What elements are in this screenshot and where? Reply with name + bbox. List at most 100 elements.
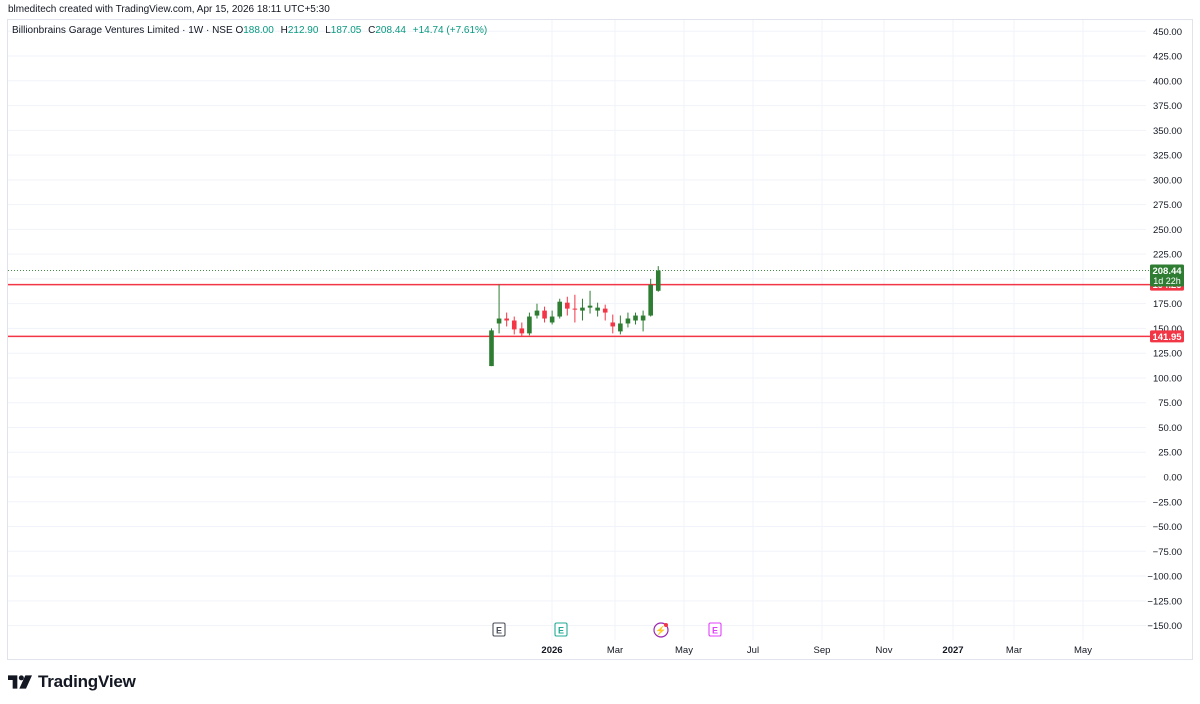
candle-up xyxy=(527,312,532,336)
change-value: +14.74 (+7.61%) xyxy=(412,25,488,36)
y-tick-label: 175.00 xyxy=(1153,299,1182,310)
candle-body xyxy=(572,308,578,310)
y-tick-label: −50.00 xyxy=(1153,522,1182,533)
candle-body xyxy=(640,315,646,321)
candle-body xyxy=(519,328,525,334)
candle-body xyxy=(648,284,653,316)
tradingview-logo[interactable]: TradingView xyxy=(8,672,136,692)
event-box xyxy=(708,622,722,637)
y-tick-label: 150.00 xyxy=(1153,324,1182,335)
candle-body xyxy=(489,330,494,367)
high-label: H xyxy=(280,25,288,36)
y-tick-label: −100.00 xyxy=(1147,572,1182,583)
candle-up xyxy=(587,290,593,314)
candle-down xyxy=(504,312,509,327)
y-tick-label: −75.00 xyxy=(1153,547,1182,558)
chart-frame[interactable] xyxy=(7,19,1193,660)
candle-down xyxy=(572,294,578,323)
candle-body xyxy=(511,320,517,330)
tradingview-icon xyxy=(8,675,32,689)
y-tick-label: 225.00 xyxy=(1153,250,1182,261)
candle-up xyxy=(648,278,653,317)
candle-down xyxy=(602,304,608,321)
time-axis: 2026 Mar May Jul Sep Nov 2027 Mar May xyxy=(541,645,1092,656)
event-glyph: E xyxy=(496,626,502,636)
candle-up xyxy=(595,302,600,317)
high-value: 212.90 xyxy=(287,25,319,36)
earnings-event-icon[interactable]: E xyxy=(708,622,722,637)
candle-body xyxy=(618,323,623,332)
y-tick-label: −150.00 xyxy=(1147,621,1182,632)
candle-down xyxy=(542,306,547,323)
y-tick-label: 375.00 xyxy=(1153,101,1182,112)
candle-up xyxy=(625,312,631,328)
candle-up xyxy=(549,310,555,325)
event-circle xyxy=(653,622,669,638)
y-tick-label: 25.00 xyxy=(1158,448,1182,459)
open-value: 188.00 xyxy=(243,25,274,36)
candle-up xyxy=(633,312,638,325)
earnings-event-icon[interactable]: E xyxy=(492,622,506,637)
low-value: 187.05 xyxy=(330,25,362,36)
event-glyph: E xyxy=(712,626,718,636)
last-price-badge-text: 208.44 xyxy=(1152,266,1182,277)
x-tick-label: Mar xyxy=(607,645,623,656)
candle-up xyxy=(655,266,661,292)
y-tick-label: 300.00 xyxy=(1153,175,1182,186)
chart-attribution: blmeditech created with TradingView.com,… xyxy=(8,4,330,15)
candle-body xyxy=(580,307,585,311)
x-tick-label: May xyxy=(675,645,693,656)
y-tick-label: 125.00 xyxy=(1153,349,1182,360)
candle-body xyxy=(504,318,509,321)
event-dot xyxy=(664,623,668,627)
candle-body xyxy=(565,302,570,309)
open-label: O xyxy=(235,25,244,36)
candle-body xyxy=(610,322,616,327)
x-tick-label: May xyxy=(1074,645,1092,656)
y-tick-label: −25.00 xyxy=(1153,497,1182,508)
y-tick-label: 250.00 xyxy=(1153,225,1182,236)
grid-lines xyxy=(8,20,1146,640)
candle-body xyxy=(549,316,555,323)
candle-up xyxy=(557,298,563,319)
y-tick-label: 325.00 xyxy=(1153,151,1182,162)
event-glyph: E xyxy=(558,626,564,636)
event-markers: E E ⚡ E xyxy=(492,622,722,638)
x-tick-label: Jul xyxy=(747,645,759,656)
y-tick-label: 50.00 xyxy=(1158,423,1182,434)
price-axis: 450.00 425.00 400.00 375.00 350.00 325.00 300.… xyxy=(1147,27,1182,632)
x-tick-label: Mar xyxy=(1006,645,1022,656)
event-glyph: ⚡ xyxy=(655,625,666,637)
candle-up xyxy=(618,315,623,335)
close-value: 208.44 xyxy=(375,25,406,36)
candle-up xyxy=(489,328,494,367)
last-price-badge-bg xyxy=(1150,264,1184,287)
y-tick-label: 275.00 xyxy=(1153,200,1182,211)
candle-down xyxy=(565,296,570,316)
x-tick-label: 2027 xyxy=(942,645,963,656)
y-tick-label: 350.00 xyxy=(1153,126,1182,137)
candle-up xyxy=(534,303,540,319)
candle-body xyxy=(542,310,547,319)
y-tick-label: 100.00 xyxy=(1153,373,1182,384)
dividend-event-icon[interactable]: ⚡ xyxy=(653,622,669,638)
level-badge-text: 141.95 xyxy=(1152,332,1182,343)
level-badge: 141.95 xyxy=(1150,330,1184,343)
x-tick-label: 2026 xyxy=(541,645,562,656)
y-tick-label: 400.00 xyxy=(1153,76,1182,87)
x-tick-label: Nov xyxy=(876,645,893,656)
candle-body xyxy=(595,307,600,311)
low-label: L xyxy=(325,25,331,36)
event-box xyxy=(554,622,568,637)
earnings-event-icon[interactable]: E xyxy=(554,622,568,637)
horizontal-levels xyxy=(8,270,1150,338)
y-tick-label: 0.00 xyxy=(1164,473,1183,484)
candle-down xyxy=(511,316,517,335)
candle-body xyxy=(534,310,540,316)
candle-down xyxy=(610,314,616,334)
candle-body xyxy=(587,305,593,308)
candle-down xyxy=(519,322,525,337)
